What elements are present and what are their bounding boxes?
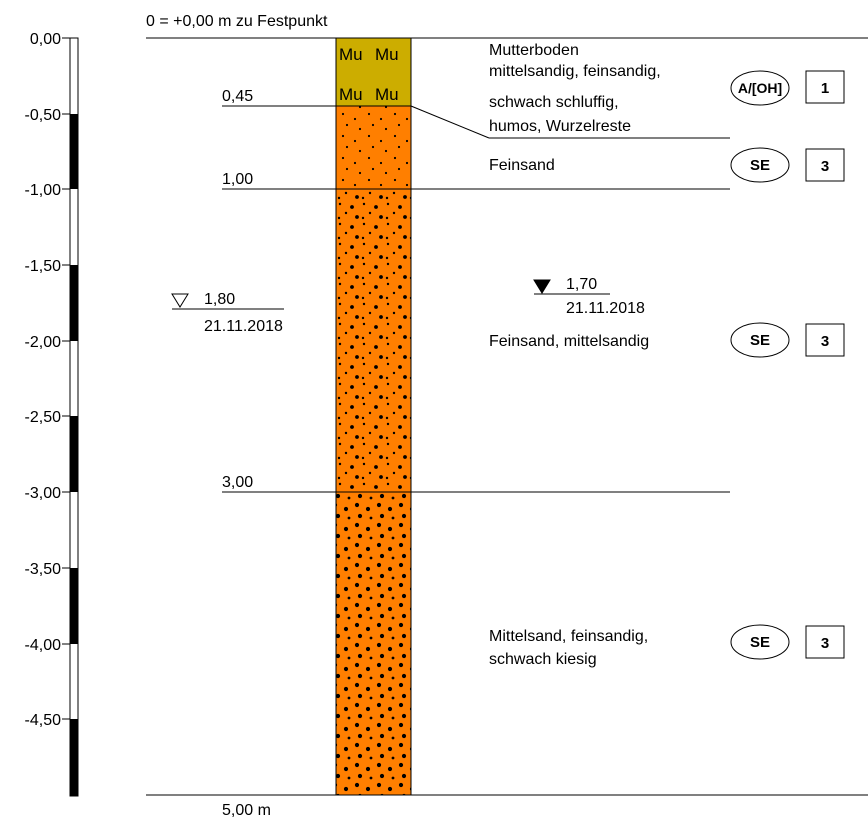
scale-tick-label: -3,50 bbox=[25, 561, 62, 578]
scale-tick-label: -2,00 bbox=[25, 334, 62, 351]
scale-tick-label: 0,00 bbox=[30, 31, 61, 48]
groundwater-measurement-right: 1,70 21.11.2018 bbox=[533, 276, 645, 317]
soil-class-box bbox=[805, 70, 845, 104]
layer-description-line: humos, Wurzelreste bbox=[489, 118, 631, 135]
scale-segment-2 bbox=[70, 265, 78, 341]
layer-classification-4: SE 3 bbox=[730, 624, 845, 660]
layer-description-4: Mittelsand, feinsandig, schwach kiesig bbox=[489, 628, 648, 668]
soil-class-box bbox=[805, 625, 845, 659]
scale-tick-label: -1,50 bbox=[25, 258, 62, 275]
layer-classification-2: SE 3 bbox=[730, 147, 845, 183]
soil-class-label: 1 bbox=[821, 80, 829, 97]
scale-tick-label: -4,50 bbox=[25, 712, 62, 729]
groundwater-depth: 1,80 bbox=[204, 291, 235, 308]
soil-group-label: SE bbox=[750, 157, 770, 174]
soil-class-label: 3 bbox=[821, 333, 829, 350]
mediumsand-pattern bbox=[336, 492, 411, 795]
layer-description-1: Mutterboden mittelsandig, feinsandig, sc… bbox=[489, 42, 661, 135]
soil-group-label: SE bbox=[750, 332, 770, 349]
scale-tick-label: -4,00 bbox=[25, 637, 62, 654]
topsoil-symbol: Mu bbox=[339, 85, 363, 104]
depth-label: 1,00 bbox=[222, 171, 253, 188]
soil-column: Mu Mu Mu Mu bbox=[335, 37, 412, 796]
soil-group-label: A/[OH] bbox=[738, 80, 782, 96]
soil-group-ellipse bbox=[730, 147, 790, 183]
open-triangle-icon bbox=[171, 293, 189, 308]
finesand-medium-pattern bbox=[336, 189, 411, 492]
layer-description-line: schwach kiesig bbox=[489, 651, 597, 668]
depth-label: 0,45 bbox=[222, 88, 253, 105]
soil-group-ellipse bbox=[730, 624, 790, 660]
layer-description-2: Feinsand bbox=[489, 157, 555, 174]
scale-segment-3 bbox=[70, 416, 78, 492]
bottom-depth-label: 5,00 m bbox=[222, 802, 271, 819]
layer-description-3: Feinsand, mittelsandig bbox=[489, 333, 649, 350]
topsoil-symbol: Mu bbox=[375, 85, 399, 104]
layer-classification-1: A/[OH] 1 bbox=[730, 70, 845, 106]
layer-classification-3: SE 3 bbox=[730, 322, 845, 358]
scale-tick-label: -0,50 bbox=[25, 107, 62, 124]
layer-description-line: mittelsandig, feinsandig, bbox=[489, 63, 661, 80]
soil-group-label: SE bbox=[750, 634, 770, 651]
depth-scale: 0,00 -0,50 -1,00 -1,50 -2,00 -2,50 -3,00… bbox=[25, 31, 79, 797]
soil-class-label: 3 bbox=[821, 158, 829, 175]
soil-group-ellipse bbox=[730, 322, 790, 358]
layer-description-line: schwach schluffig, bbox=[489, 94, 619, 111]
groundwater-depth: 1,70 bbox=[566, 276, 597, 293]
layer-description-line: Mutterboden bbox=[489, 42, 579, 59]
groundwater-date: 21.11.2018 bbox=[566, 300, 645, 317]
topsoil-layer bbox=[336, 38, 411, 106]
scale-segment-4 bbox=[70, 568, 78, 644]
finesand-pattern bbox=[336, 106, 411, 189]
soil-class-label: 3 bbox=[821, 635, 829, 652]
leader-line bbox=[410, 105, 490, 139]
filled-triangle-icon bbox=[533, 279, 551, 294]
layer-description-line: Mittelsand, feinsandig, bbox=[489, 628, 648, 645]
groundwater-date: 21.11.2018 bbox=[204, 318, 283, 335]
scale-segment-5 bbox=[70, 719, 78, 796]
scale-tick-label: -2,50 bbox=[25, 409, 62, 426]
topsoil-symbol: Mu bbox=[375, 45, 399, 64]
groundwater-measurement-left: 1,80 21.11.2018 bbox=[171, 291, 284, 335]
scale-tick-label: -1,00 bbox=[25, 182, 62, 199]
reference-label: 0 = +0,00 m zu Festpunkt bbox=[146, 13, 328, 30]
depth-label: 3,00 bbox=[222, 474, 253, 491]
soil-class-box bbox=[805, 323, 845, 357]
scale-segment-1 bbox=[70, 114, 78, 189]
scale-tick-label: -3,00 bbox=[25, 485, 62, 502]
soil-class-box bbox=[805, 148, 845, 182]
soil-group-ellipse bbox=[730, 70, 790, 106]
topsoil-symbol: Mu bbox=[339, 45, 363, 64]
